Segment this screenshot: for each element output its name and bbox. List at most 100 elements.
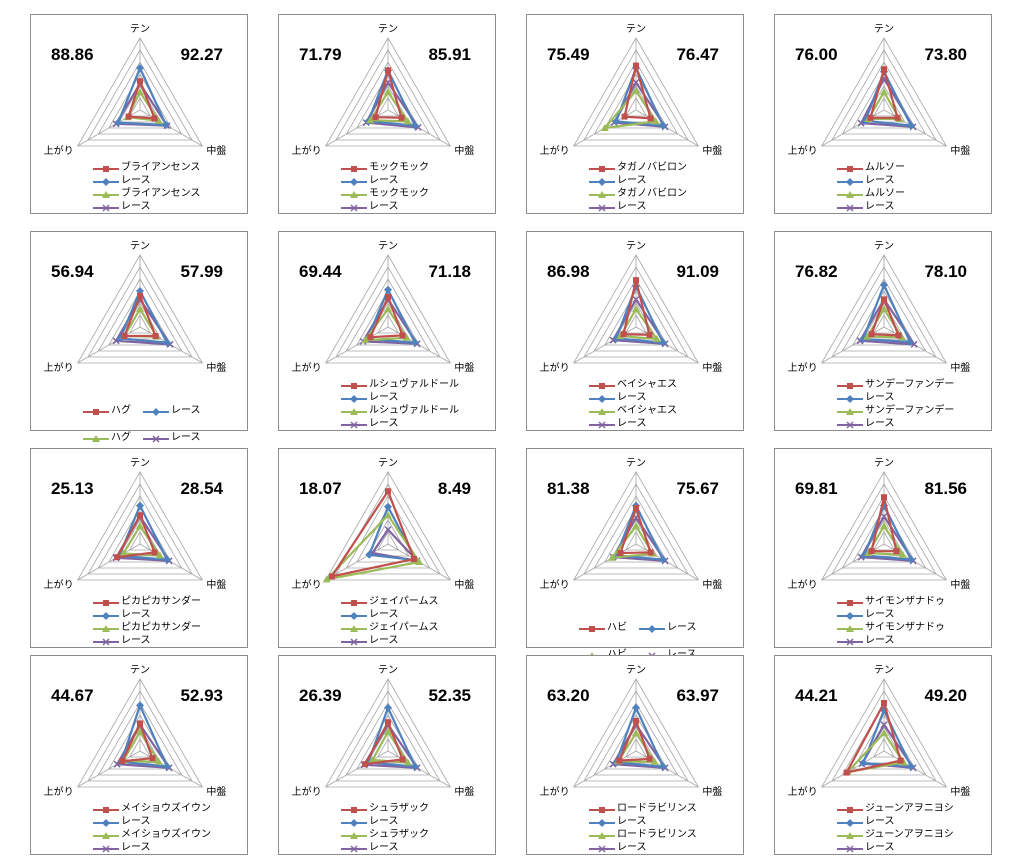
right-score: 71.18 [428,262,471,281]
data-point [612,334,621,343]
grid-ring [376,531,400,551]
legend-swatch [589,844,615,853]
data-point [398,114,405,121]
data-point [367,334,374,341]
axis-spoke [77,750,141,788]
series-line [367,706,417,768]
legend-swatch [589,203,615,212]
legend-entry: ピカピカサンダー [93,595,201,608]
legend-entry: レース [341,417,459,430]
data-point [149,755,156,762]
axis-spoke [821,109,885,147]
data-point [650,757,659,765]
grid-ring [97,495,183,569]
grid-ring [128,531,152,551]
legend-label: ルシュヴァルドール [369,379,459,390]
left-score: 69.44 [299,262,342,281]
legend: モックモック レース モックモック レース [341,161,429,213]
legend-swatch [93,598,119,606]
legend-swatch [341,818,367,827]
grid-ring [593,702,679,776]
legend-swatch [93,164,119,172]
legend: サンデーファンデー レース サンデーファンデー レース [837,378,954,430]
grid-ring [572,471,700,581]
grid-ring [593,495,679,569]
legend-label: ムルソー [865,188,905,199]
legend-swatch [93,844,119,853]
legend-entry: レース [837,815,954,828]
axis-spoke [77,543,141,581]
data-point [907,762,916,771]
legend-entry: ルシュヴァルドール [341,404,459,417]
legend-entry: レース [341,174,429,187]
legend-swatch [837,844,863,853]
legend-swatch [143,407,169,416]
legend-entry: レース [93,608,201,621]
grid-ring [820,254,948,364]
legend-swatch [341,394,367,403]
legend-label: ピカピカサンダー [121,596,201,607]
legend-swatch [837,818,863,827]
data-point [868,548,875,555]
series-line [858,298,916,346]
legend-entry: ブライアンセンス [93,187,200,200]
axis-label: テン [874,24,894,35]
data-point [632,703,640,712]
axis-label: 中盤 [702,144,722,157]
axis-label: 中盤 [454,785,474,798]
legend-label: モックモック [369,162,429,173]
legend-entry: ベイシャエス [589,378,677,391]
data-point [384,305,392,312]
grid-ring [376,738,400,758]
legend-entry: サンデーファンデー [837,378,954,391]
axis-label: 上がり [540,361,570,374]
legend-entry: ベイシャエス [589,404,677,417]
axis-spoke [325,326,389,364]
legend-entry: タガノバビロン [589,187,687,200]
grid-ring [583,483,689,575]
data-point [659,338,668,347]
data-point [652,335,661,342]
right-score: 81.56 [924,479,967,498]
legend-swatch [589,190,615,198]
series-line [366,288,417,344]
axis-label: 中盤 [454,578,474,591]
data-point [384,502,392,511]
radar-panel: テン 中盤 上がり 69.81 81.56 サイモンザナドゥ レース サイモンザナドゥ レース [774,448,992,648]
legend: ブライアンセンス レース ブライアンセンス レース [93,161,200,213]
legend-swatch [83,407,109,415]
radar-panel: テン 中盤 上がり 44.21 49.20 ジューンアヲニヨシ レース ジューンアヲニヨシ レー… [774,655,992,855]
axis-label: 中盤 [454,144,474,157]
legend-label: ピカピカサンダー [121,622,201,633]
legend-swatch [341,407,367,415]
grid-ring [572,37,700,147]
legend-label: レース [171,432,201,443]
data-point [647,115,654,122]
axis-label: 中盤 [950,361,970,374]
grid-ring [345,702,431,776]
legend-swatch [143,434,169,443]
legend-label: レース [369,392,399,403]
grid-ring [128,738,152,758]
legend-swatch [341,831,367,839]
legend-swatch [93,831,119,839]
axis-label: テン [874,665,894,676]
data-point [385,719,391,726]
series-line [368,505,418,562]
data-point [621,113,628,120]
grid-ring [820,471,948,581]
legend: ムルソー レース ムルソー レース [837,161,905,213]
legend-entry: レース [837,174,905,187]
legend-label: ベイシャエス [617,379,677,390]
legend-label: シュラザック [369,803,429,814]
axis-label: 上がり [540,785,570,798]
radar-panel: テン 中盤 上がり 76.00 73.80 ムルソー レース ムルソー レース [774,14,992,214]
legend-label: レース [865,635,895,646]
legend-swatch [837,611,863,620]
legend-label: ルシュヴァルドール [369,405,459,416]
